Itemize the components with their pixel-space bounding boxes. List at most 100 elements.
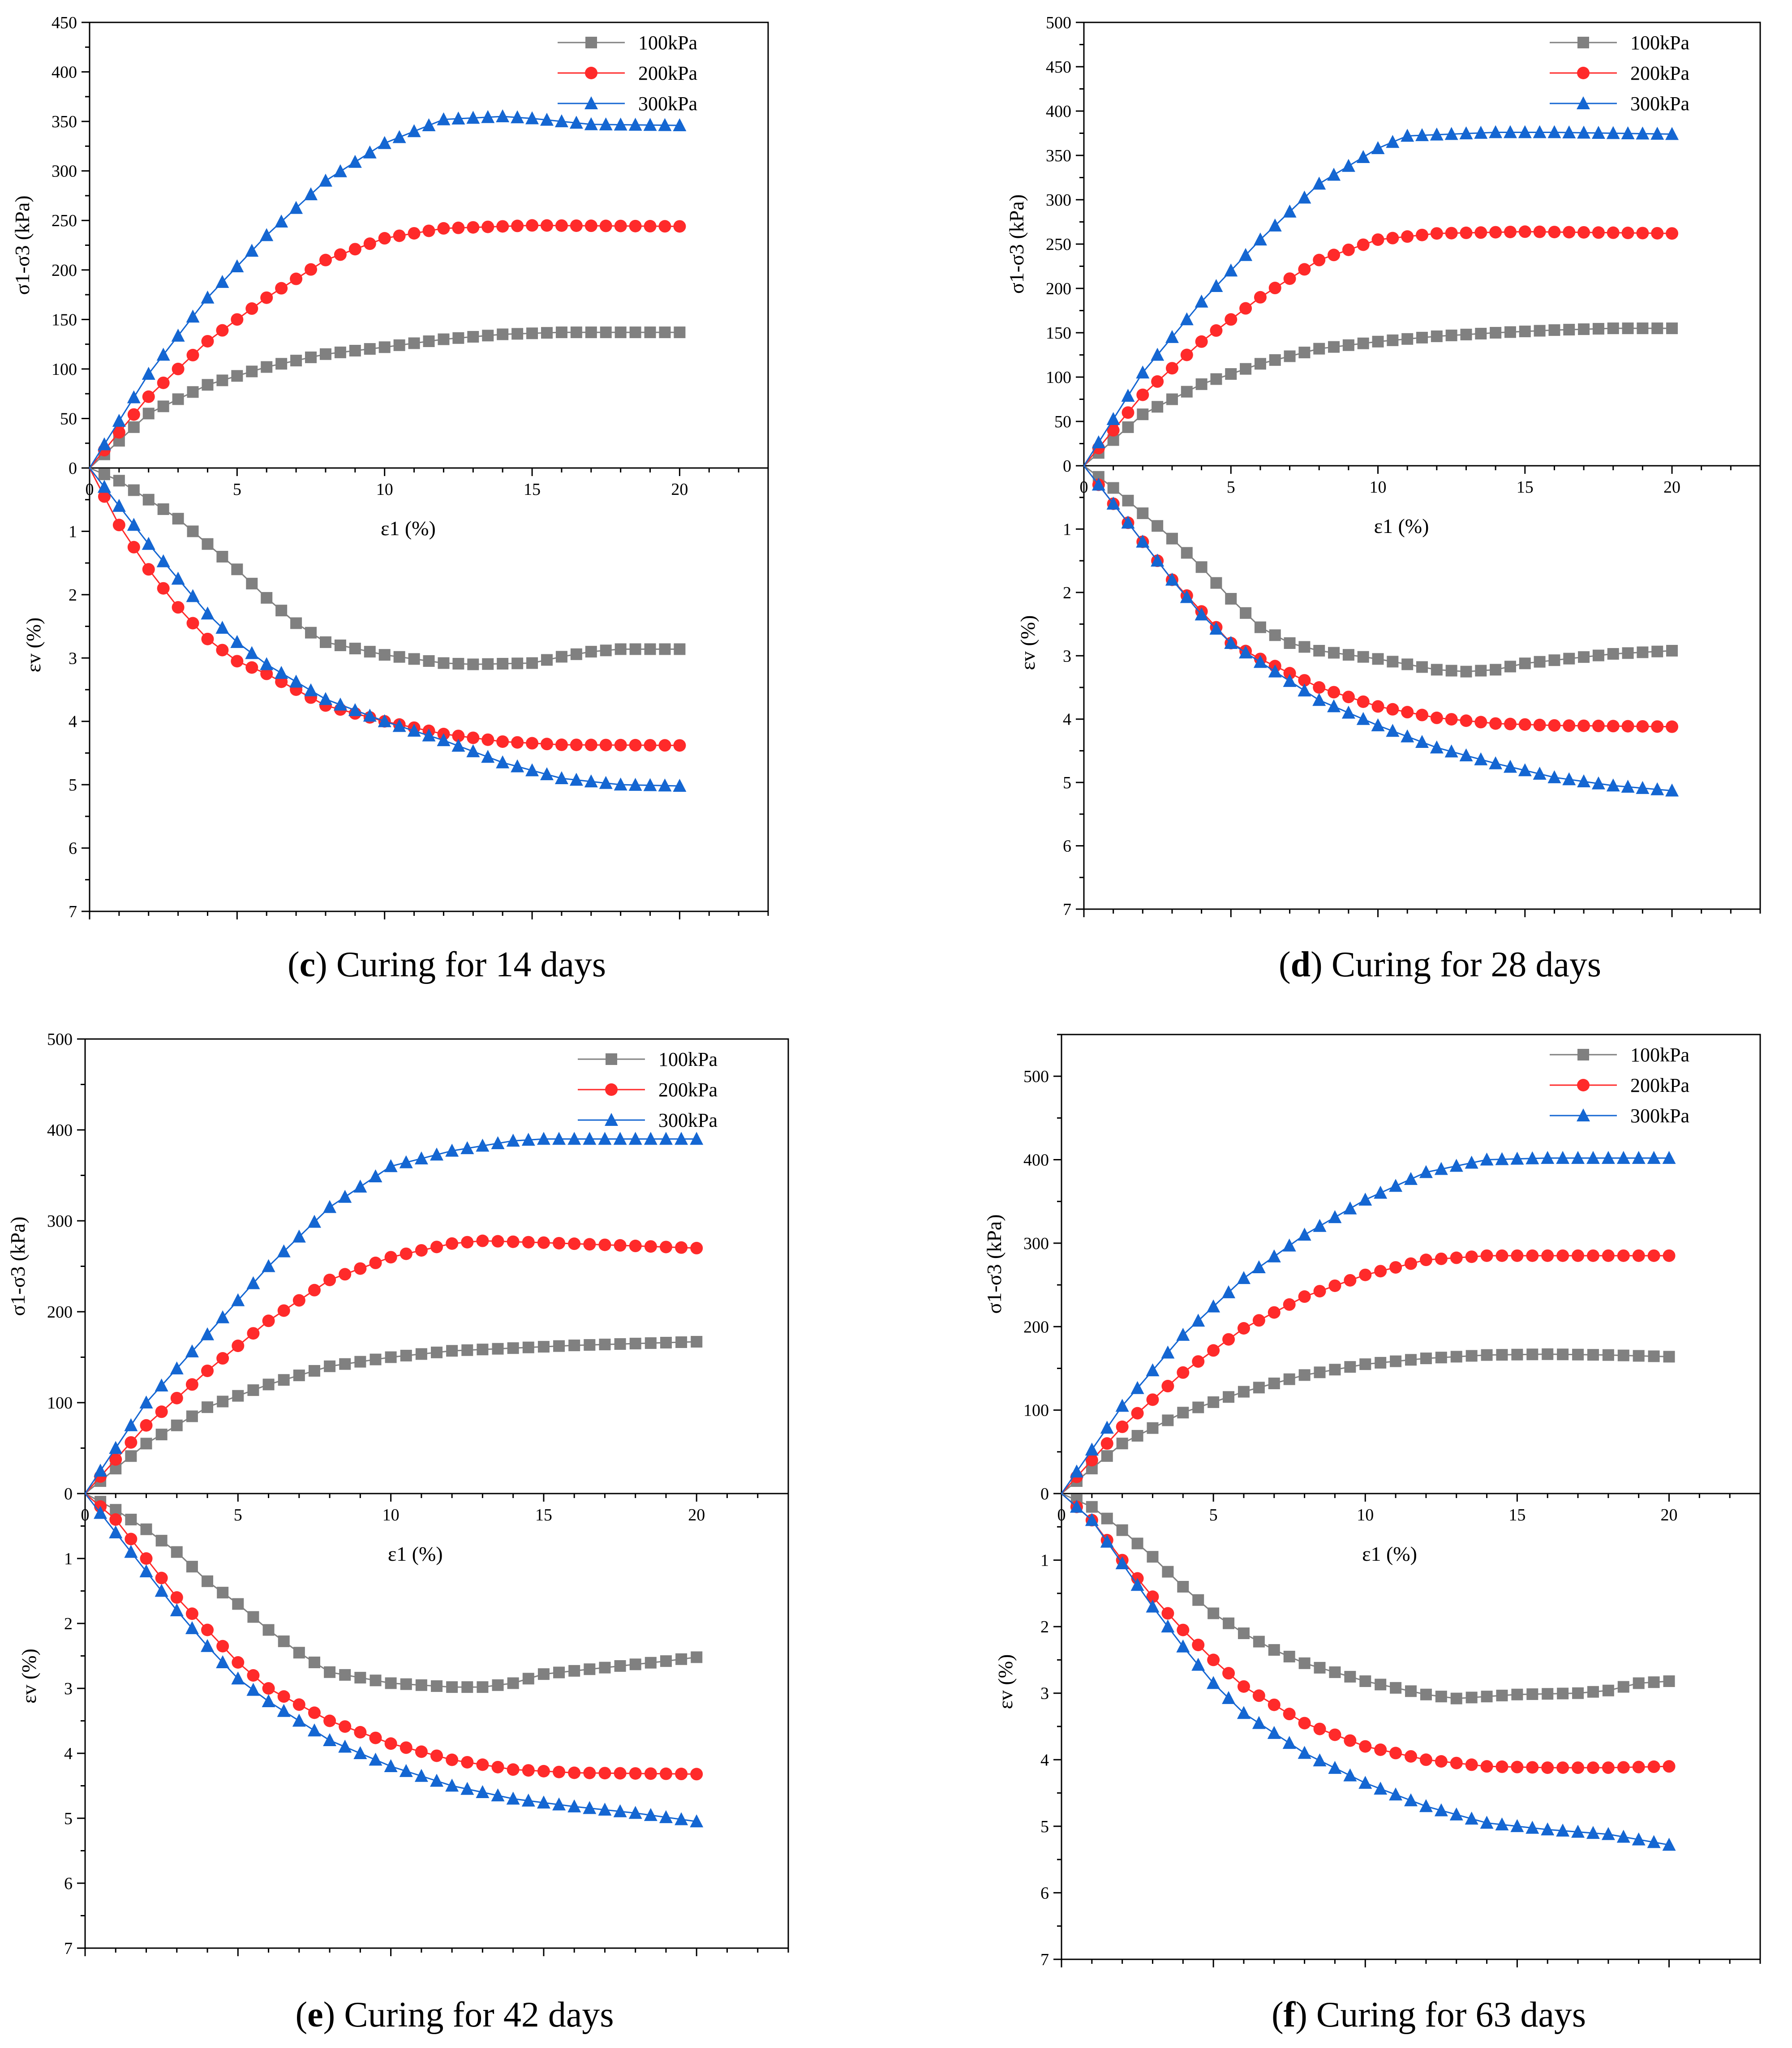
stress-point: [156, 348, 170, 361]
stress-tick-label: 500: [47, 1030, 73, 1049]
stress-point: [201, 290, 215, 304]
volumetric-point: [1371, 700, 1384, 713]
stress-point: [1312, 176, 1326, 190]
volumetric-point: [1313, 644, 1325, 657]
stress-point: [507, 1235, 520, 1248]
volumetric-point: [552, 1797, 566, 1811]
stress-point: [290, 355, 302, 367]
stress-point: [583, 1132, 597, 1145]
volumetric-point: [201, 1623, 214, 1636]
stress-tick-label: 0: [69, 459, 77, 478]
stress-point: [245, 244, 259, 257]
stress-point: [1208, 1396, 1220, 1408]
stress-point: [599, 1339, 611, 1351]
stress-point: [1489, 125, 1503, 138]
stress-point: [1131, 1407, 1144, 1420]
volumetric-point: [1115, 1556, 1129, 1569]
volumetric-point: [1632, 1832, 1646, 1846]
vol-axis-label: εv (%): [1016, 615, 1039, 670]
stress-tick-label: 300: [47, 1212, 73, 1231]
volumetric-point: [526, 737, 539, 750]
stress-point: [260, 228, 274, 241]
stress-point: [1511, 1348, 1523, 1361]
volumetric-point: [1621, 720, 1634, 733]
legend-marker: [585, 67, 597, 79]
stress-point: [1548, 226, 1561, 239]
stress-point: [452, 332, 464, 344]
volumetric-point: [1106, 496, 1120, 510]
stress-point: [308, 1365, 320, 1377]
stress-point: [333, 164, 347, 177]
volumetric-point: [511, 657, 524, 670]
volumetric-point: [385, 1677, 397, 1689]
volumetric-point: [1222, 1691, 1236, 1704]
volumetric-point: [185, 1607, 198, 1620]
stress-point: [1314, 1366, 1326, 1378]
stress-point: [1313, 1219, 1327, 1232]
stress-point: [659, 1241, 672, 1254]
volumetric-point: [659, 1810, 673, 1823]
stress-point: [1192, 1401, 1204, 1413]
stress-point: [1431, 330, 1443, 342]
x-axis-label: ε1 (%): [1374, 515, 1429, 537]
volumetric-point: [245, 661, 258, 674]
stress-point: [1085, 1443, 1099, 1456]
volumetric-point: [112, 498, 126, 512]
stress-point: [349, 344, 361, 356]
stress-point: [1374, 1265, 1387, 1278]
volumetric-point: [1420, 1688, 1432, 1700]
stress-point: [216, 324, 229, 337]
stress-point: [1237, 1322, 1250, 1335]
stress-point: [1616, 1151, 1630, 1164]
volumetric-point: [446, 1753, 459, 1766]
volumetric-point: [570, 738, 583, 751]
caption-open-paren: (: [1272, 1995, 1284, 2035]
volumetric-point: [1621, 780, 1635, 793]
volumetric-point: [1252, 1689, 1265, 1702]
volumetric-point: [1237, 1706, 1251, 1719]
volumetric-point: [369, 1731, 382, 1744]
volumetric-point: [113, 475, 125, 487]
volumetric-point: [415, 1679, 427, 1691]
stress-point: [1601, 1151, 1615, 1164]
legend-marker: [605, 1083, 618, 1096]
stress-point: [1298, 1369, 1311, 1381]
stress-point: [690, 1241, 703, 1254]
stress-point: [1556, 1151, 1570, 1164]
stress-tick-label: 300: [1023, 1234, 1049, 1253]
volumetric-point: [1313, 681, 1326, 694]
stress-tick-label: 350: [52, 112, 77, 131]
volumetric-point: [584, 738, 597, 751]
volumetric-point: [1239, 645, 1253, 659]
stress-point: [1359, 1268, 1372, 1281]
vol-axis-label: εv (%): [22, 618, 45, 673]
stress-point: [1328, 1279, 1341, 1292]
volumetric-point: [644, 643, 656, 655]
stress-point: [305, 263, 318, 276]
stress-point: [1328, 341, 1340, 353]
volumetric-point: [186, 1561, 198, 1573]
volumetric-point: [658, 739, 671, 752]
stress-point: [1387, 334, 1399, 346]
volumetric-point: [1632, 1760, 1645, 1773]
volumetric-point: [201, 606, 215, 620]
volumetric-point: [1606, 778, 1620, 792]
volumetric-point: [1298, 1746, 1311, 1759]
volumetric-point: [1342, 649, 1354, 661]
volumetric-point: [262, 1682, 275, 1695]
stress-point: [407, 124, 421, 137]
stress-point: [1100, 1421, 1114, 1434]
stress-point: [246, 1276, 260, 1289]
stress-point: [461, 1236, 474, 1249]
volumetric-point: [172, 513, 184, 525]
stress-point: [1146, 1363, 1160, 1377]
stress-point: [155, 1405, 168, 1418]
volumetric-point: [393, 651, 405, 663]
legend-label: 300kPa: [638, 93, 697, 115]
stress-point: [1519, 326, 1531, 338]
stress-point: [423, 335, 435, 347]
stress-point: [369, 1256, 382, 1269]
volumetric-point: [1430, 711, 1443, 724]
